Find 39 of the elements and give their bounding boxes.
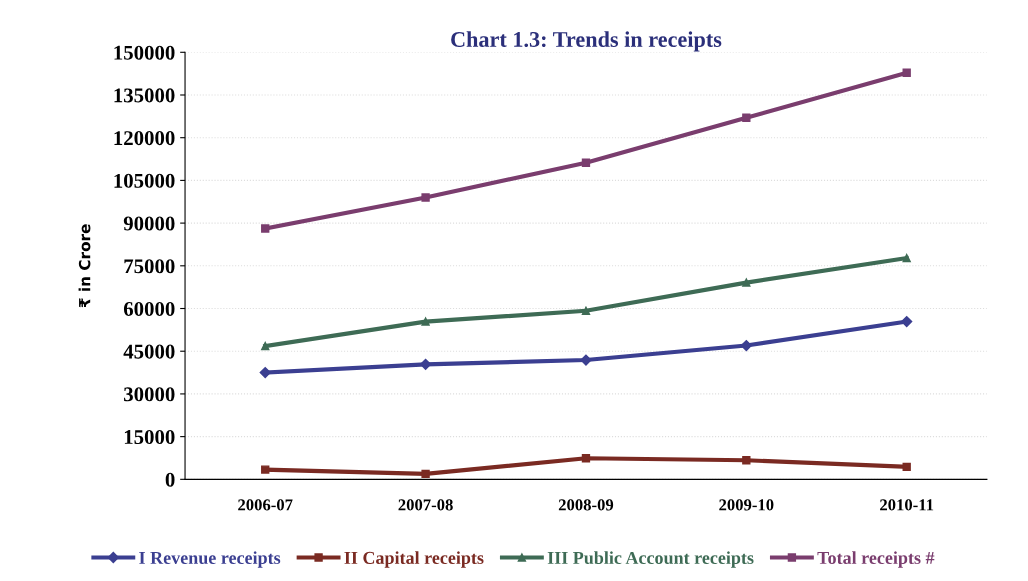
point xyxy=(742,456,751,465)
point xyxy=(581,306,591,315)
point xyxy=(421,469,430,479)
legend-label: Total receipts # xyxy=(817,551,935,568)
y-tick-label: 120000 xyxy=(114,131,175,146)
point xyxy=(261,224,270,233)
legend-label: I Revenue receipts xyxy=(139,551,281,568)
point xyxy=(902,462,911,471)
y-tick-label: 105000 xyxy=(114,173,175,188)
point xyxy=(742,278,751,287)
point xyxy=(259,366,271,379)
point xyxy=(742,113,751,122)
x-tick-label: 2008-09 xyxy=(558,499,614,511)
y-tick-label: 45000 xyxy=(123,344,175,359)
y-axis-title: ₹ in Crore xyxy=(78,224,91,308)
point xyxy=(902,68,911,77)
legend-label: III Public Account receipts xyxy=(547,551,754,568)
point xyxy=(261,465,270,474)
point xyxy=(421,317,430,326)
point xyxy=(902,253,911,263)
y-tick-label: 150000 xyxy=(114,45,175,60)
point xyxy=(261,341,270,351)
x-tick-label: 2010-11 xyxy=(880,499,934,511)
y-tick-label: 90000 xyxy=(123,216,175,231)
x-tick-label: 2006-07 xyxy=(238,499,293,511)
x-tick-label: 2009-10 xyxy=(719,499,774,511)
y-tick-label: 30000 xyxy=(124,387,175,402)
chart-title: Chart 1.3: Trends in receipts xyxy=(451,31,722,52)
y-tick-label: 75000 xyxy=(124,259,175,274)
point xyxy=(581,158,591,167)
x-tick-label: 2007-08 xyxy=(398,499,453,511)
point xyxy=(581,454,591,463)
y-tick-label: 0 xyxy=(165,472,175,487)
y-tick-label: 60000 xyxy=(123,301,175,316)
point xyxy=(901,316,913,328)
y-tick-label: 135000 xyxy=(114,88,175,103)
legend-label: II Capital receipts xyxy=(344,551,484,568)
point xyxy=(421,193,430,202)
y-tick-label: 15000 xyxy=(124,430,175,445)
